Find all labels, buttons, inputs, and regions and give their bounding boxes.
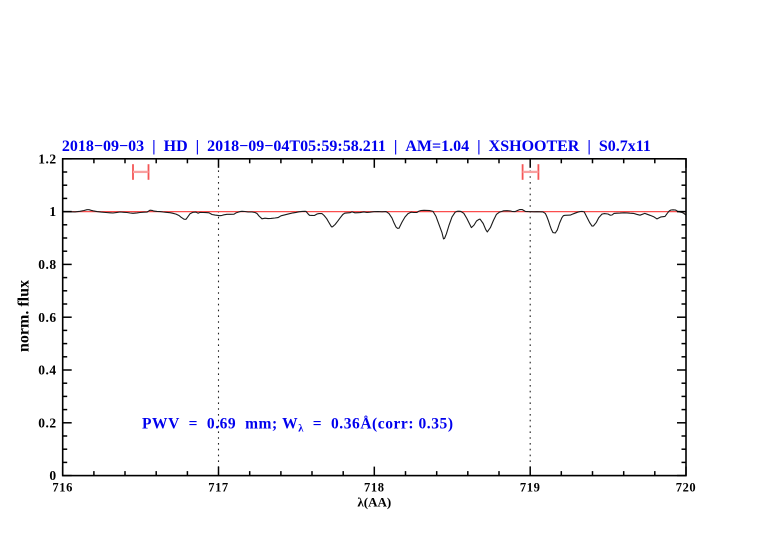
svg-text:2018−09−03 | HD | 2018−09−: 2018−09−03 | HD | 2018−09−04T05:59:58.21… [62, 138, 651, 155]
svg-text:0.2: 0.2 [38, 415, 56, 430]
svg-text:1: 1 [49, 204, 56, 219]
svg-text:0.8: 0.8 [38, 257, 56, 272]
svg-text:PWV = 0.69 mm; Wλ = 0.36Å: PWV = 0.69 mm; Wλ = 0.36Å(corr: 0.35) [142, 415, 454, 434]
svg-text:719: 719 [520, 481, 541, 495]
svg-text:716: 716 [52, 481, 73, 495]
svg-text:0.6: 0.6 [38, 310, 56, 325]
svg-text:1.2: 1.2 [38, 151, 56, 166]
svg-text:717: 717 [208, 481, 229, 495]
svg-text:720: 720 [676, 481, 697, 495]
svg-text:λ(AA): λ(AA) [357, 495, 391, 510]
svg-text:0.4: 0.4 [38, 363, 56, 378]
svg-text:0: 0 [49, 468, 56, 483]
svg-text:718: 718 [364, 481, 385, 495]
svg-text:norm. flux: norm. flux [16, 280, 33, 352]
